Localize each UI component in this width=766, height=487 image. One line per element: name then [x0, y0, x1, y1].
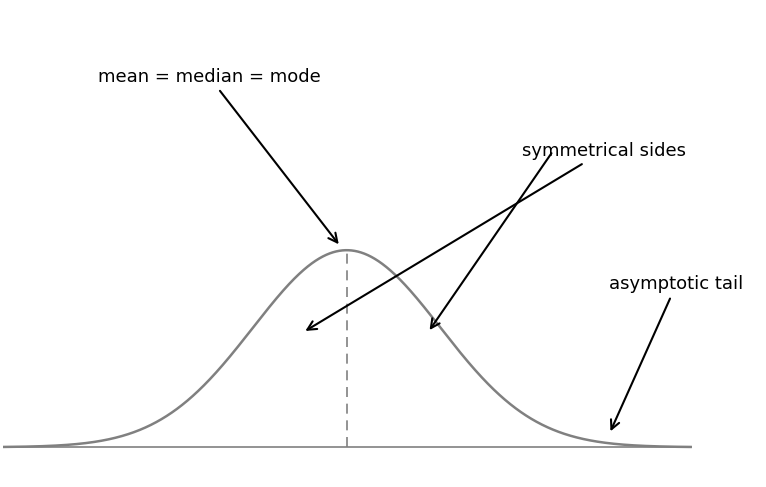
Text: mean = median = mode: mean = median = mode — [98, 68, 337, 243]
Text: asymptotic tail: asymptotic tail — [609, 275, 744, 429]
Text: symmetrical sides: symmetrical sides — [307, 142, 686, 330]
